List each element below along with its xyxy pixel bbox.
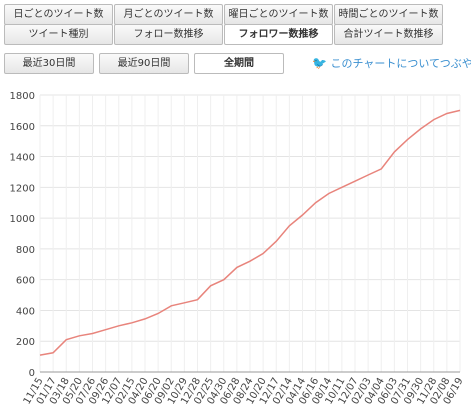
tab-button[interactable]: フォロワー数推移 (224, 24, 333, 45)
y-tick-label: 600 (16, 276, 35, 287)
y-tick-label: 200 (16, 337, 35, 348)
y-tick-label: 0 (29, 368, 35, 379)
y-tick-label: 800 (16, 245, 35, 256)
data-line (39, 109, 461, 356)
tab-button[interactable]: 全期間 (194, 53, 284, 74)
y-tick-label: 1800 (10, 91, 35, 102)
tab-button[interactable]: 最近30日間 (4, 53, 94, 74)
y-tick-label: 1600 (10, 122, 35, 133)
share-link[interactable]: 🐦 このチャートについてつぶやく (312, 55, 471, 71)
y-tick-label: 400 (16, 306, 35, 317)
y-tick-label: 1400 (10, 153, 35, 164)
y-tick-label: 1000 (10, 214, 35, 225)
y-tick-label: 1200 (10, 183, 35, 194)
tab-button[interactable]: フォロー数推移 (114, 24, 223, 45)
tab-button[interactable]: 合計ツイート数推移 (334, 24, 443, 45)
share-link-text[interactable]: このチャートについてつぶやく (330, 57, 471, 70)
tab-button[interactable]: ツイート種別 (4, 24, 113, 45)
tab-button[interactable]: 最近90日間 (99, 53, 189, 74)
